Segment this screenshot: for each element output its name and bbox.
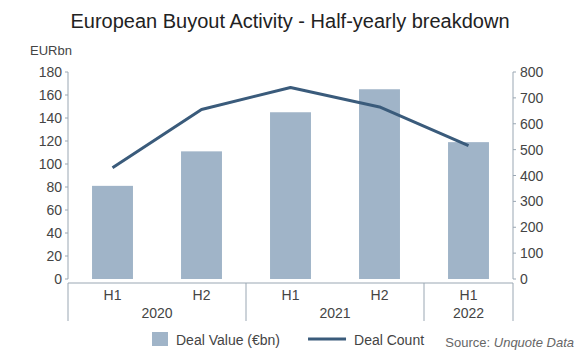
bar <box>448 142 489 279</box>
y-tick <box>65 164 68 165</box>
y2-tick <box>513 201 516 202</box>
y2-tick-label: 100 <box>520 245 544 261</box>
bar <box>181 151 222 279</box>
x-axis-line <box>68 283 513 284</box>
y-tick <box>65 210 68 211</box>
y2-tick-label: 800 <box>520 64 544 80</box>
y2-tick <box>513 253 516 254</box>
bar <box>359 89 400 279</box>
y-tick-label: 0 <box>54 271 62 287</box>
x-group-label: 2021 <box>319 305 350 321</box>
y2-tick-label: 400 <box>520 168 544 184</box>
y2-tick-label: 600 <box>520 116 544 132</box>
plot-marks <box>92 88 489 279</box>
y2-tick <box>513 227 516 228</box>
line <box>113 88 469 168</box>
y-tick-label: 180 <box>39 64 63 80</box>
group-separator <box>68 283 69 321</box>
group-separator <box>513 283 514 321</box>
source: Source: Unquote Data <box>445 335 574 350</box>
chart-svg: European Buyout Activity - Half-yearly b… <box>0 0 580 358</box>
y2-tick <box>513 123 516 124</box>
y-tick-label: 100 <box>39 156 63 172</box>
x-tick-label: H1 <box>104 287 122 303</box>
legend-label: Deal Value (€bn) <box>176 332 280 348</box>
chart-container: European Buyout Activity - Half-yearly b… <box>0 0 580 358</box>
x-tick-label: H1 <box>460 287 478 303</box>
y-tick-label: 40 <box>46 225 62 241</box>
y-tick <box>65 141 68 142</box>
group-separator <box>424 283 425 321</box>
y2-tick <box>513 72 516 73</box>
y-tick-label: 20 <box>46 248 62 264</box>
y2-tick <box>513 279 516 280</box>
y-tick-label: 160 <box>39 87 63 103</box>
source-prefix: Source: <box>445 335 493 350</box>
legend-swatch <box>152 332 168 346</box>
x-tick-label: H2 <box>193 287 211 303</box>
y-tick <box>65 233 68 234</box>
y2-tick-label: 700 <box>520 90 544 106</box>
bar <box>92 186 133 279</box>
y-tick <box>65 256 68 257</box>
y2-tick <box>513 97 516 98</box>
y2-tick <box>513 175 516 176</box>
y-tick-label: 120 <box>39 133 63 149</box>
y-tick <box>65 187 68 188</box>
y2-tick <box>513 149 516 150</box>
x-tick-label: H2 <box>371 287 389 303</box>
y-tick-label: 60 <box>46 202 62 218</box>
title: European Buyout Activity - Half-yearly b… <box>70 10 509 32</box>
y2-tick-label: 300 <box>520 193 544 209</box>
source-name: Unquote Data <box>494 335 574 350</box>
y-tick-label: 140 <box>39 110 63 126</box>
y2-tick-label: 0 <box>520 271 528 287</box>
x-tick-label: H1 <box>282 287 300 303</box>
y-tick <box>65 118 68 119</box>
x-group-label: 2020 <box>141 305 172 321</box>
x-group-label: 2022 <box>453 305 484 321</box>
group-separator <box>246 283 247 321</box>
y2-tick-label: 500 <box>520 142 544 158</box>
y-axis-label: EURbn <box>30 43 72 58</box>
legend-swatch <box>308 338 346 341</box>
y-tick <box>65 279 68 280</box>
y2-tick-label: 200 <box>520 219 544 235</box>
y-tick <box>65 72 68 73</box>
y-tick-label: 80 <box>46 179 62 195</box>
bar <box>270 112 311 279</box>
y-tick <box>65 95 68 96</box>
legend-label: Deal Count <box>354 332 424 348</box>
y-axis-line <box>68 72 69 279</box>
